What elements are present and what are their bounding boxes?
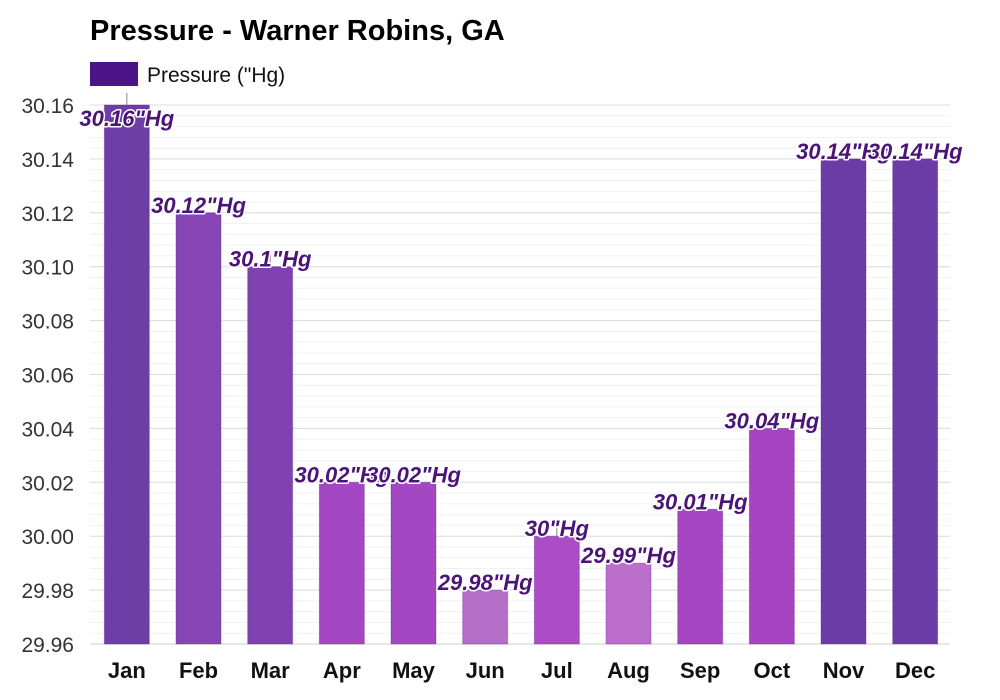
x-tick-label: May [392, 658, 436, 683]
x-tick-label: Aug [607, 658, 650, 683]
data-label: 30.14"Hg [868, 139, 963, 164]
y-tick-label: 29.96 [21, 634, 74, 657]
x-tick-label: Nov [823, 658, 865, 683]
y-tick-label: 30.14 [21, 149, 74, 172]
x-tick-label: Jun [466, 658, 505, 683]
data-label: 30.16"Hg [79, 106, 174, 131]
y-tick-label: 29.98 [21, 580, 74, 603]
bar-mar [247, 266, 294, 645]
bar-aug [605, 562, 652, 645]
x-axis-labels: Jan Feb Mar Apr May Jun Jul Aug Sep Oct Nov Dec [108, 658, 935, 683]
y-tick-label: 30.04 [21, 418, 74, 441]
data-label: 29.98"Hg [437, 570, 533, 595]
x-tick-label: Jul [541, 658, 573, 683]
bar-dec [892, 158, 939, 645]
legend-label: Pressure ("Hg) [147, 64, 285, 87]
data-label: 30.14"Hg [796, 139, 891, 164]
bars [103, 104, 939, 645]
y-tick-label: 30.16 [21, 95, 74, 118]
x-tick-label: Oct [753, 658, 790, 683]
bar-jul [533, 535, 580, 645]
data-label: 30.1"Hg [229, 247, 312, 272]
x-tick-label: Apr [323, 658, 361, 683]
data-label: 30.04"Hg [724, 408, 819, 433]
y-tick-label: 30.00 [21, 526, 74, 549]
y-tick-label: 30.10 [21, 257, 74, 280]
y-tick-label: 30.06 [21, 365, 74, 388]
data-label: 30"Hg [525, 516, 590, 541]
data-label: 30.01"Hg [653, 489, 748, 514]
data-label: 30.02"Hg [294, 462, 389, 487]
y-tick-label: 30.08 [21, 311, 74, 334]
grid-lines [90, 104, 950, 645]
bar-feb [175, 212, 222, 645]
bar-sep [677, 508, 724, 645]
x-tick-label: Mar [251, 658, 291, 683]
bar-may [390, 481, 437, 645]
chart-title: Pressure - Warner Robins, GA [90, 15, 505, 47]
x-tick-label: Dec [895, 658, 935, 683]
y-axis: 29.96 29.98 30.00 30.02 30.04 30.06 30.08 30.10… [21, 95, 74, 657]
bar-nov [820, 158, 867, 645]
data-label: 29.99"Hg [580, 543, 676, 568]
y-tick-label: 30.12 [21, 203, 74, 226]
bar-jun [462, 589, 509, 645]
bar-apr [318, 481, 365, 645]
y-tick-label: 30.02 [21, 472, 74, 495]
x-tick-label: Feb [179, 658, 218, 683]
legend-swatch [90, 62, 138, 86]
bar-oct [748, 427, 795, 645]
x-tick-label: Sep [680, 658, 720, 683]
bar-jan [103, 104, 150, 645]
legend: Pressure ("Hg) [90, 62, 285, 87]
data-label: 30.02"Hg [366, 462, 461, 487]
x-tick-label: Jan [108, 658, 146, 683]
data-label: 30.12"Hg [151, 193, 246, 218]
